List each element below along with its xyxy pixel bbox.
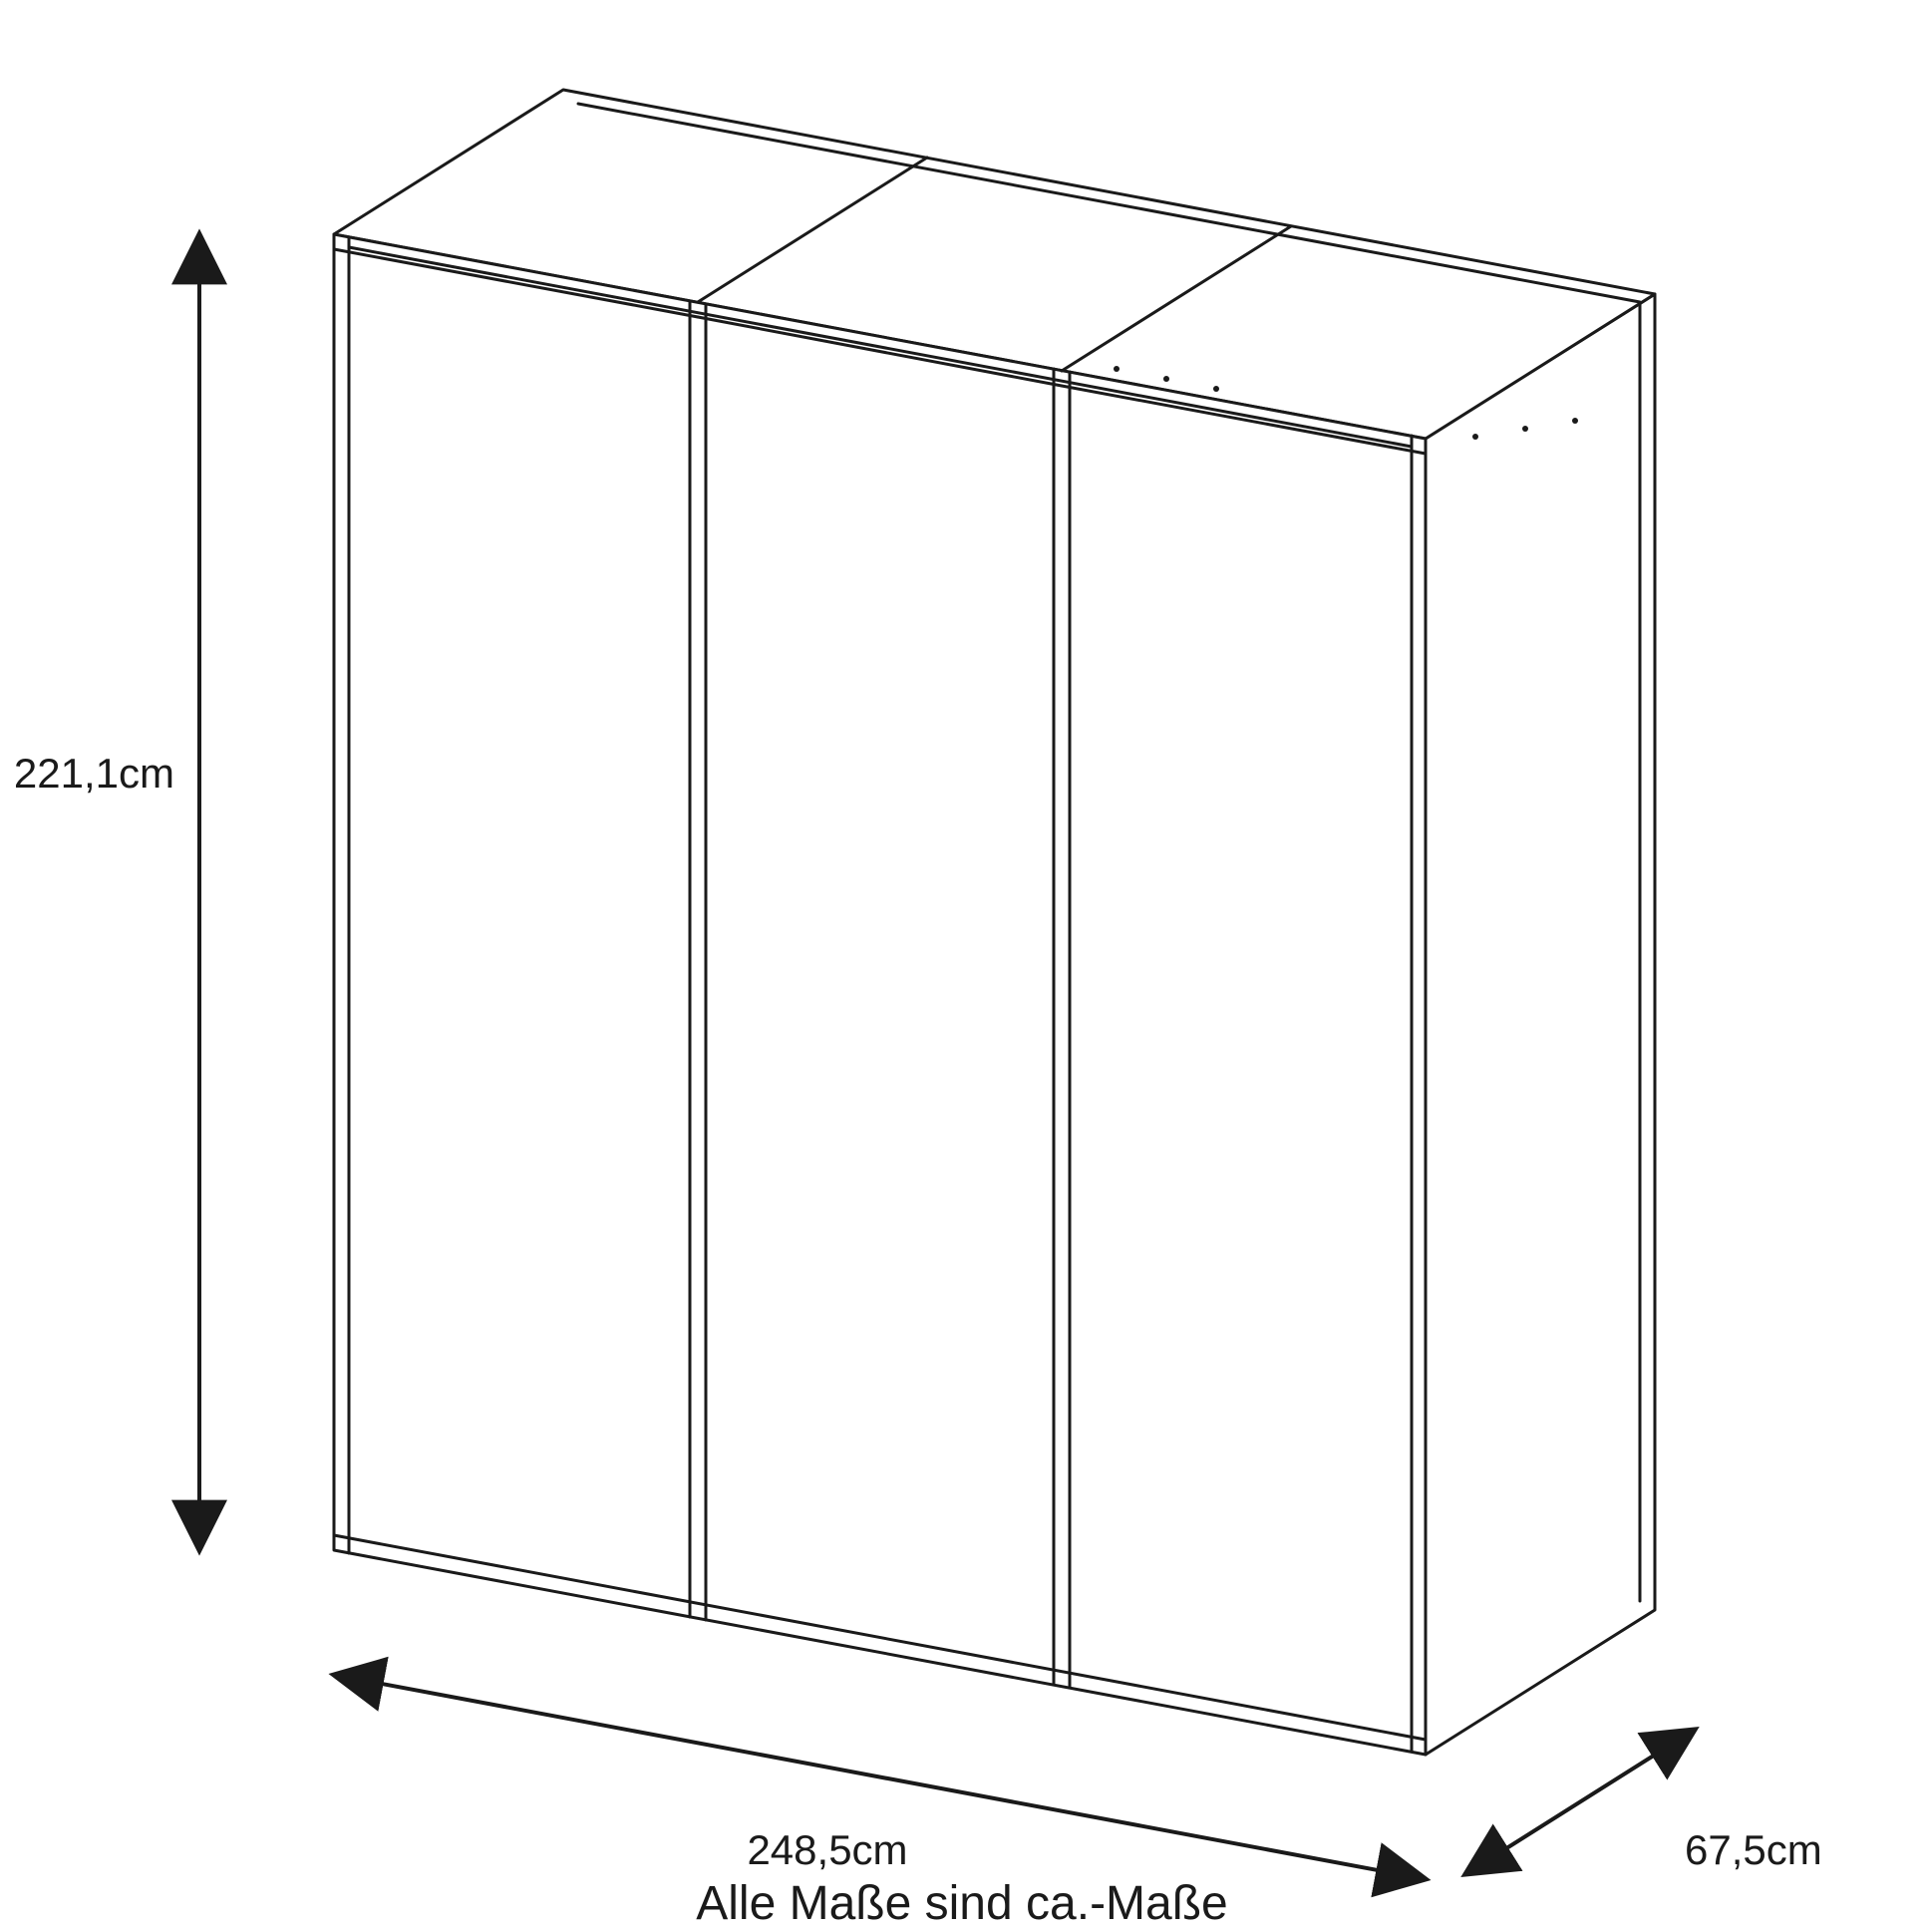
caption: Alle Maße sind ca.-Maße — [696, 1877, 1228, 1930]
cabinet-outline — [334, 90, 1655, 1755]
dimension-height-label: 221,1cm — [14, 750, 174, 797]
dimension-depth-label: 67,5cm — [1685, 1826, 1822, 1873]
dimension-height: 221,1cm — [14, 234, 199, 1550]
dimension-depth: 67,5cm — [1465, 1730, 1822, 1874]
dimension-width-label: 248,5cm — [747, 1826, 907, 1873]
technical-drawing: 221,1cm 248,5cm 67,5cm Alle Maße sind ca… — [0, 0, 1924, 1932]
